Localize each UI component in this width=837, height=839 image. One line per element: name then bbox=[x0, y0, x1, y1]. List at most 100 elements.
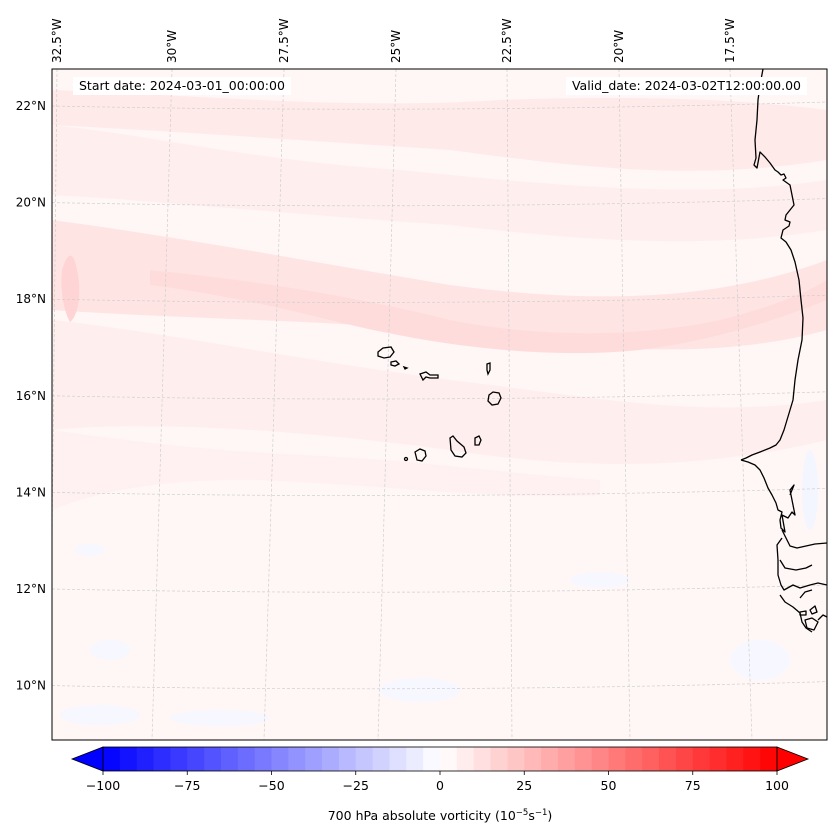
colorbar-bin bbox=[574, 747, 593, 771]
colorbar-extend-high bbox=[776, 746, 810, 772]
latitude-labels: 22°N 20°N 18°N 16°N 14°N 12°N 10°N bbox=[16, 99, 46, 693]
colorbar-bin bbox=[423, 747, 441, 771]
colorbar-bin bbox=[136, 747, 155, 771]
island-santiago bbox=[449, 435, 467, 458]
coastline-gambia bbox=[776, 529, 827, 571]
colorbar-bin bbox=[625, 747, 643, 771]
colorbar-bin bbox=[507, 747, 525, 771]
colorbar-bin bbox=[220, 747, 239, 771]
colorbar-bin bbox=[305, 747, 323, 771]
colorbar-bin bbox=[591, 747, 609, 771]
longitude-tick-label: 32.5°W bbox=[50, 18, 64, 63]
negative-vorticity-patch bbox=[75, 544, 105, 556]
negative-vorticity-patch bbox=[90, 640, 130, 660]
colorbar-label-close: ) bbox=[547, 808, 553, 823]
map-plot: 32.5°W 30°W 27.5°W 25°W 22.5°W 20°W 17.5°W 22°… bbox=[16, 18, 828, 741]
meridian-gridline bbox=[151, 69, 173, 740]
vorticity-field bbox=[52, 69, 827, 740]
vorticity-band bbox=[52, 320, 827, 464]
gridlines bbox=[52, 69, 827, 740]
colorbar-ticks: −100 −75 −50 −25 0 25 50 75 100 bbox=[86, 771, 789, 793]
bijagos-islands bbox=[799, 605, 827, 631]
island-maio bbox=[474, 435, 482, 446]
parallel-gridline bbox=[52, 584, 827, 593]
meridian-gridline bbox=[377, 69, 397, 740]
colorbar-bin bbox=[541, 747, 559, 771]
colorbar-label-unit: s bbox=[528, 808, 535, 823]
coastline-senegal bbox=[740, 459, 796, 533]
colorbar-bin bbox=[642, 747, 660, 771]
meridian-gridline bbox=[618, 69, 631, 740]
colorbar-bin bbox=[119, 747, 138, 771]
colorbar-bin bbox=[760, 747, 778, 771]
colorbar-bin bbox=[406, 747, 424, 771]
colorbar: −100 −75 −50 −25 0 25 50 75 100 bbox=[70, 746, 810, 793]
colorbar-label: 700 hPa absolute vorticity (10−5s−1) bbox=[0, 808, 837, 823]
parallel-gridline bbox=[52, 681, 827, 690]
island-sal bbox=[486, 362, 491, 376]
island-sao-vicente bbox=[390, 360, 401, 367]
latitude-tick-label: 16°N bbox=[16, 389, 46, 403]
colorbar-bin bbox=[456, 747, 475, 771]
parallel-gridline bbox=[52, 391, 827, 400]
latitude-tick-label: 14°N bbox=[16, 485, 46, 499]
colorbar-tick-label: −25 bbox=[343, 778, 369, 793]
cape-verde-islands bbox=[377, 346, 502, 462]
parallel-gridline bbox=[52, 101, 827, 110]
island-sao-nicolau bbox=[419, 371, 439, 382]
colorbar-bin bbox=[608, 747, 626, 771]
colorbar-tick-label: 0 bbox=[436, 778, 444, 793]
colorbar-bin bbox=[187, 747, 205, 771]
colorbar-label-exponent: −1 bbox=[534, 808, 548, 818]
meridian-gridline bbox=[52, 69, 58, 582]
vorticity-band bbox=[52, 220, 827, 350]
colorbar-bin bbox=[389, 747, 407, 771]
parallel-gridline bbox=[52, 198, 827, 207]
colorbar-tick-label: 50 bbox=[601, 778, 617, 793]
negative-vorticity-patch bbox=[802, 450, 818, 530]
colorbar-bin bbox=[709, 747, 727, 771]
colorbar-bin bbox=[153, 747, 171, 771]
longitude-tick-label: 20°W bbox=[612, 30, 626, 63]
negative-vorticity-patch bbox=[380, 678, 460, 702]
vorticity-band bbox=[150, 270, 827, 354]
longitude-tick-label: 30°W bbox=[165, 30, 179, 63]
colorbar-label-exponent: −5 bbox=[515, 808, 529, 818]
african-coastline bbox=[740, 69, 827, 633]
colorbar-bin bbox=[355, 747, 374, 771]
negative-vorticity-patch bbox=[170, 710, 270, 726]
valid-date-label: Valid_date: 2024-03-02T12:00:00.00 bbox=[565, 77, 807, 95]
colorbar-tick-label: −75 bbox=[174, 778, 200, 793]
coastline-mauritania bbox=[740, 69, 804, 461]
longitude-tick-label: 22.5°W bbox=[500, 18, 514, 63]
vorticity-core bbox=[61, 255, 80, 322]
map-frame bbox=[51, 68, 828, 741]
negative-vorticity-patch bbox=[570, 572, 630, 588]
latitude-tick-label: 22°N bbox=[16, 99, 46, 113]
island-santo-antao bbox=[377, 346, 395, 359]
colorbar-tick-label: 100 bbox=[765, 778, 789, 793]
colorbar-tick-label: 25 bbox=[516, 778, 532, 793]
vorticity-band bbox=[52, 430, 600, 510]
island-brava bbox=[403, 456, 409, 462]
parallel-gridline bbox=[52, 488, 827, 496]
colorbar-bin bbox=[254, 747, 272, 771]
negative-vorticity-patch bbox=[730, 640, 790, 680]
meridian-gridline bbox=[506, 69, 513, 740]
meridian-gridline bbox=[729, 69, 753, 740]
colorbar-extend-low bbox=[70, 746, 104, 772]
colorbar-bin bbox=[726, 747, 744, 771]
colorbar-bin bbox=[743, 747, 761, 771]
colorbar-tick-label: −50 bbox=[258, 778, 284, 793]
colorbar-tick-label: 75 bbox=[685, 778, 701, 793]
start-date-label: Start date: 2024-03-01_00:00:00 bbox=[73, 77, 291, 95]
longitude-tick-label: 27.5°W bbox=[277, 18, 291, 63]
longitude-labels: 32.5°W 30°W 27.5°W 25°W 22.5°W 20°W 17.5°W bbox=[50, 18, 737, 63]
island-santa-luzia bbox=[402, 365, 409, 370]
colorbar-bin bbox=[170, 747, 188, 771]
longitude-tick-label: 17.5°W bbox=[723, 18, 737, 63]
parallel-gridline bbox=[52, 294, 827, 303]
colorbar-tick-label: −100 bbox=[86, 778, 120, 793]
colorbar-bin bbox=[659, 747, 677, 771]
latitude-tick-label: 20°N bbox=[16, 196, 46, 210]
